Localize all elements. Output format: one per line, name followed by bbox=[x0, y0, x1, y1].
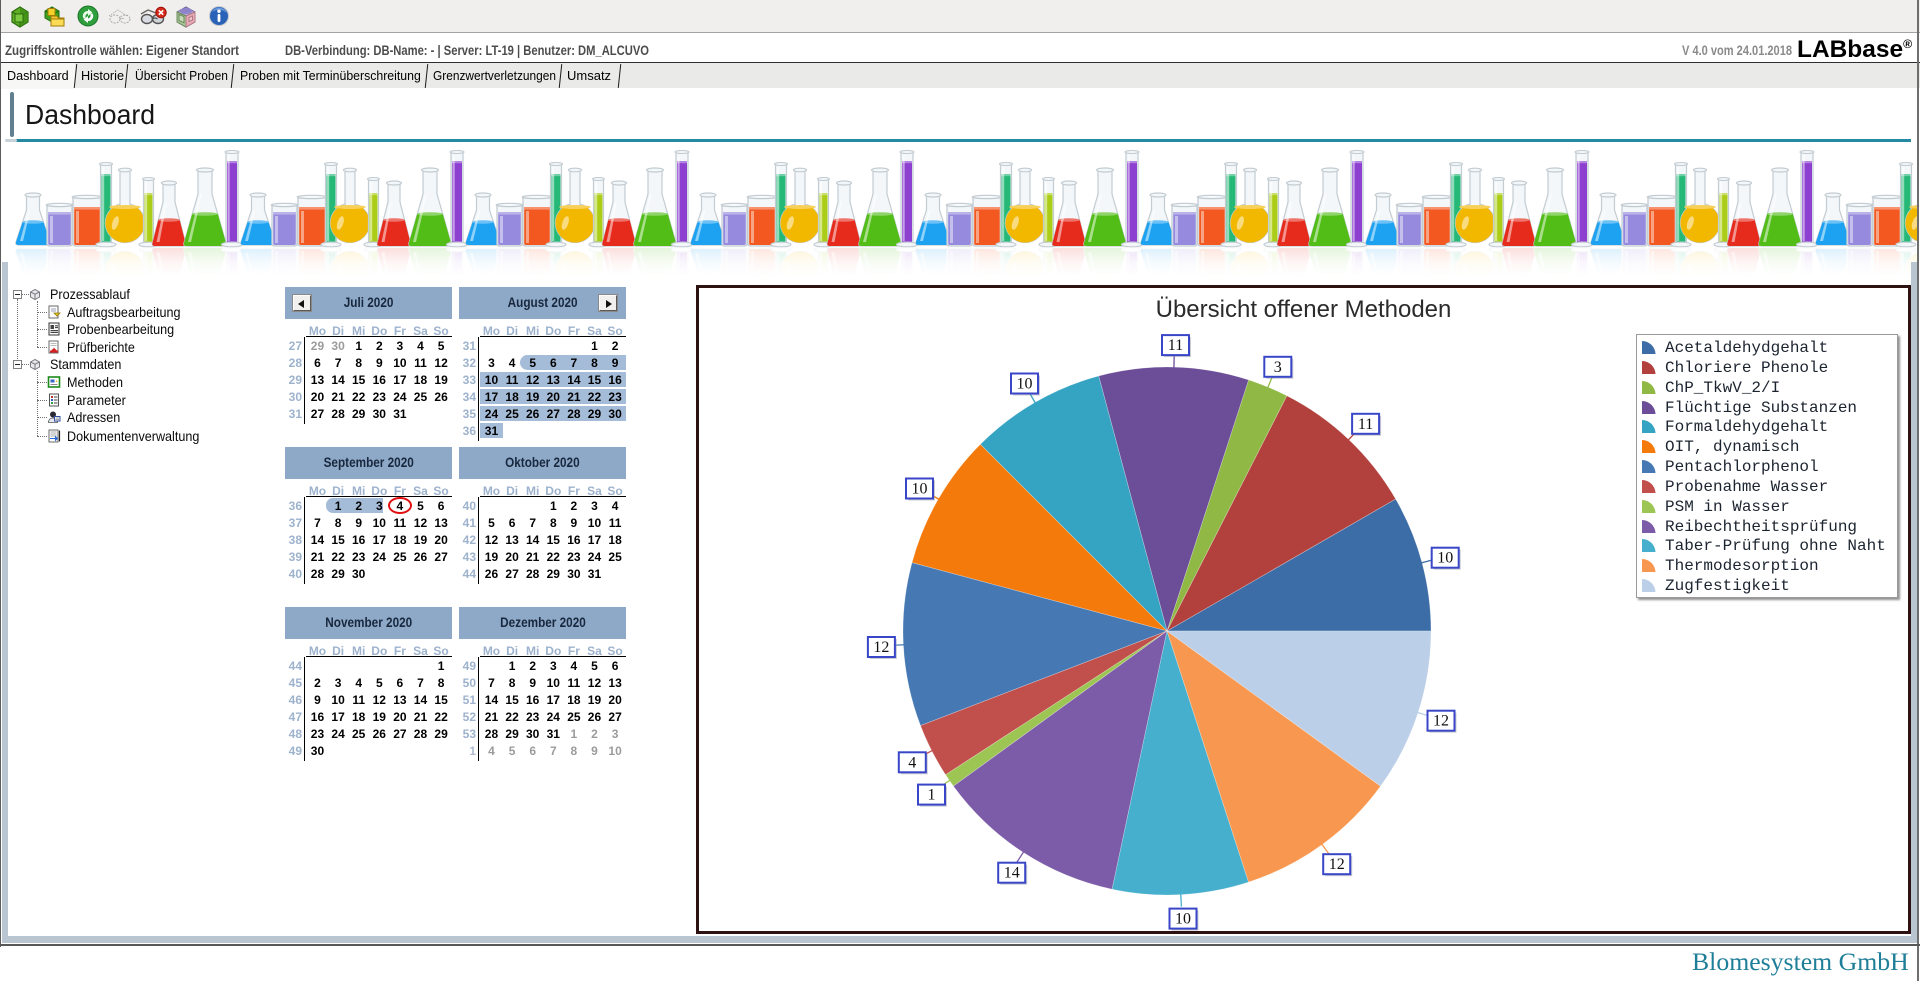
svg-text:4: 4 bbox=[908, 754, 916, 771]
svg-text:3: 3 bbox=[1274, 359, 1282, 376]
svg-text:12: 12 bbox=[1433, 713, 1449, 730]
svg-text:14: 14 bbox=[1004, 865, 1020, 882]
svg-text:12: 12 bbox=[1329, 856, 1345, 873]
svg-text:11: 11 bbox=[1168, 337, 1183, 354]
svg-text:11: 11 bbox=[1358, 416, 1373, 433]
svg-text:10: 10 bbox=[1017, 376, 1033, 393]
svg-text:12: 12 bbox=[873, 639, 889, 656]
svg-text:10: 10 bbox=[912, 481, 928, 498]
svg-text:1: 1 bbox=[928, 787, 936, 804]
svg-text:10: 10 bbox=[1175, 911, 1191, 928]
svg-text:10: 10 bbox=[1437, 550, 1453, 567]
